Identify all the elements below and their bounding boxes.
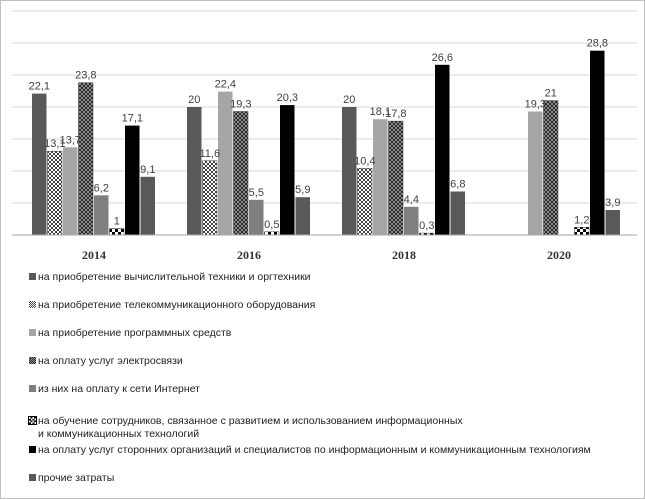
data-label: 20 xyxy=(343,94,355,106)
legend-swatch xyxy=(29,474,36,481)
data-label: 5,5 xyxy=(249,187,264,199)
data-label: 9,1 xyxy=(140,164,155,176)
legend-item: на оплату услуг сторонних организаций и … xyxy=(29,444,591,457)
legend-label: из них на оплату к сети Интернет xyxy=(38,383,200,395)
bar xyxy=(404,206,419,235)
data-label: 19,3 xyxy=(230,99,251,111)
data-label: 1,2 xyxy=(574,214,589,226)
data-label: 6,8 xyxy=(450,179,465,191)
legend-label: на оплату услуг электросвязи xyxy=(38,355,183,367)
data-label: 26,6 xyxy=(432,52,453,64)
legend-item: на приобретение вычислительной техники и… xyxy=(29,271,311,284)
bar xyxy=(125,125,140,235)
bar xyxy=(528,111,543,235)
legend-swatch xyxy=(29,357,36,364)
bar xyxy=(450,191,465,235)
x-tick-label: 2014 xyxy=(82,248,106,262)
legend-label: на приобретение вычислительной техники и… xyxy=(38,271,311,283)
bar xyxy=(543,100,559,236)
legend-label: на приобретение телекоммуникационного об… xyxy=(38,299,316,311)
legend-label: прочие затраты xyxy=(38,472,115,484)
data-label: 13,1 xyxy=(44,138,65,150)
legend-swatch xyxy=(29,446,36,453)
legend-item: на приобретение программных средств xyxy=(29,327,231,340)
data-label: 11,6 xyxy=(200,148,221,160)
bar xyxy=(388,120,404,236)
bar xyxy=(63,147,78,235)
data-label: 18,1 xyxy=(370,106,391,118)
bar xyxy=(574,227,590,236)
data-labels: 22,1 13,113,7 23,8 6,2 1 17,1 9,1 20 11,6 22,4 19,… xyxy=(29,38,621,232)
bar xyxy=(590,50,605,236)
x-axis: 2014 2016 2018 2020 xyxy=(12,234,637,262)
bar xyxy=(435,64,450,235)
bar xyxy=(373,119,388,235)
legend-swatch xyxy=(29,385,36,392)
bar xyxy=(32,93,47,235)
data-label: 4,4 xyxy=(404,194,419,206)
data-label: 6,2 xyxy=(94,182,109,194)
bars xyxy=(32,50,620,236)
legend-swatch xyxy=(29,273,36,280)
data-label: 17,1 xyxy=(122,113,143,125)
legend-item: из них на оплату к сети Интернет xyxy=(29,383,200,396)
data-label: 21 xyxy=(545,88,557,100)
legend-label: на оплату услуг сторонних организаций и … xyxy=(38,444,591,456)
bar xyxy=(342,107,357,235)
bar xyxy=(140,176,155,235)
x-tick-label: 2016 xyxy=(237,248,261,262)
bar xyxy=(295,197,310,235)
legend-label: на приобретение программных средств xyxy=(38,327,232,339)
data-label: 1 xyxy=(114,216,120,228)
bar xyxy=(202,160,218,236)
legend-swatch xyxy=(28,416,37,425)
data-label: 3,9 xyxy=(605,197,620,209)
data-label: 28,8 xyxy=(587,38,608,50)
data-label: 22,4 xyxy=(215,79,236,91)
data-label: 10,4 xyxy=(354,155,375,167)
legend-label: на обучение сотрудников, связанное с раз… xyxy=(38,415,463,440)
x-tick-label: 2020 xyxy=(547,248,571,262)
data-label: 23,8 xyxy=(75,70,96,82)
data-label: 22,1 xyxy=(29,81,50,93)
data-label: 20,3 xyxy=(277,92,298,104)
bar xyxy=(78,82,94,236)
data-label: 0,5 xyxy=(264,219,279,231)
legend-item: на оплату услуг электросвязи xyxy=(29,355,183,368)
bar xyxy=(605,210,620,235)
bar xyxy=(187,107,202,235)
legend-item: на приобретение телекоммуникационного об… xyxy=(29,299,315,312)
data-label: 17,8 xyxy=(385,108,406,120)
bar xyxy=(94,195,109,235)
data-label: 20 xyxy=(188,94,200,106)
bar xyxy=(280,105,295,235)
gridlines xyxy=(12,10,637,204)
bar xyxy=(218,91,233,235)
data-label: 13,7 xyxy=(60,134,81,146)
bar xyxy=(249,199,264,235)
bar xyxy=(109,228,125,236)
legend-swatch xyxy=(29,301,36,308)
bar xyxy=(47,150,63,236)
legend-item: на обучение сотрудников, связанное с раз… xyxy=(28,415,463,441)
data-label: 5,9 xyxy=(295,184,310,196)
data-label: 19,3 xyxy=(525,99,546,111)
bar xyxy=(357,168,373,236)
legend-item: прочие затраты xyxy=(29,472,114,485)
data-label: 0,3 xyxy=(419,220,434,232)
bar xyxy=(233,111,249,236)
legend-swatch xyxy=(29,329,36,336)
x-tick-label: 2018 xyxy=(392,248,416,262)
